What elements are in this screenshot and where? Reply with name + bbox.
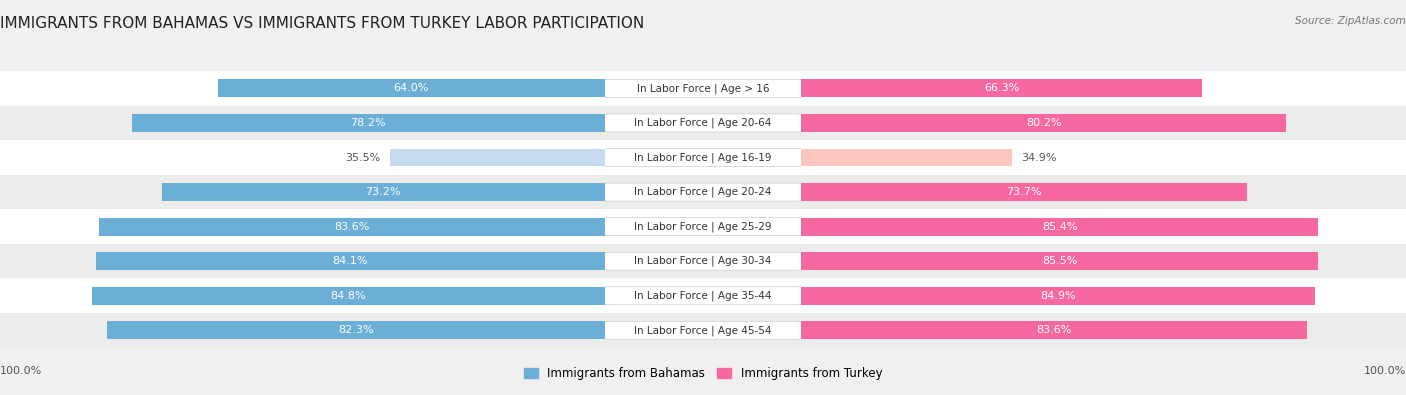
Bar <box>389 149 605 167</box>
Bar <box>801 71 1406 106</box>
Bar <box>801 114 1286 132</box>
Text: 66.3%: 66.3% <box>984 83 1019 93</box>
FancyBboxPatch shape <box>600 79 806 97</box>
Bar <box>801 140 1406 175</box>
Bar <box>801 322 1306 339</box>
Text: In Labor Force | Age 16-19: In Labor Force | Age 16-19 <box>634 152 772 163</box>
Text: 83.6%: 83.6% <box>1036 325 1071 335</box>
Text: 100.0%: 100.0% <box>0 366 42 376</box>
Bar <box>801 79 1202 97</box>
Text: In Labor Force | Age 20-64: In Labor Force | Age 20-64 <box>634 118 772 128</box>
Text: 84.1%: 84.1% <box>333 256 368 266</box>
Bar <box>218 79 605 97</box>
Bar <box>100 218 605 235</box>
Bar <box>91 287 605 305</box>
Bar <box>605 106 801 140</box>
Bar <box>107 322 605 339</box>
Text: 73.2%: 73.2% <box>366 187 401 197</box>
Text: 82.3%: 82.3% <box>337 325 374 335</box>
Bar <box>0 209 605 244</box>
Bar <box>801 183 1247 201</box>
Text: 83.6%: 83.6% <box>335 222 370 231</box>
Bar <box>605 313 801 348</box>
FancyBboxPatch shape <box>600 252 806 270</box>
Bar <box>0 175 605 209</box>
Bar <box>605 244 801 278</box>
Bar <box>0 244 605 278</box>
Bar <box>605 140 801 175</box>
Text: 84.8%: 84.8% <box>330 291 366 301</box>
Bar <box>605 278 801 313</box>
Bar <box>801 287 1315 305</box>
Text: 100.0%: 100.0% <box>1364 366 1406 376</box>
Legend: Immigrants from Bahamas, Immigrants from Turkey: Immigrants from Bahamas, Immigrants from… <box>519 363 887 385</box>
Bar <box>0 71 605 106</box>
Bar <box>801 252 1319 270</box>
Bar <box>162 183 605 201</box>
Text: 85.4%: 85.4% <box>1042 222 1077 231</box>
Bar <box>801 218 1317 235</box>
Text: In Labor Force | Age > 16: In Labor Force | Age > 16 <box>637 83 769 94</box>
Bar <box>801 244 1406 278</box>
Bar <box>0 106 605 140</box>
Bar <box>96 252 605 270</box>
Bar <box>801 106 1406 140</box>
Bar <box>605 209 801 244</box>
Text: In Labor Force | Age 25-29: In Labor Force | Age 25-29 <box>634 221 772 232</box>
Text: IMMIGRANTS FROM BAHAMAS VS IMMIGRANTS FROM TURKEY LABOR PARTICIPATION: IMMIGRANTS FROM BAHAMAS VS IMMIGRANTS FR… <box>0 16 644 31</box>
Text: 35.5%: 35.5% <box>346 152 381 162</box>
Text: 64.0%: 64.0% <box>394 83 429 93</box>
Text: Source: ZipAtlas.com: Source: ZipAtlas.com <box>1295 16 1406 26</box>
Bar <box>801 313 1406 348</box>
Bar <box>801 149 1012 167</box>
Text: 85.5%: 85.5% <box>1042 256 1077 266</box>
Bar <box>605 175 801 209</box>
Text: In Labor Force | Age 20-24: In Labor Force | Age 20-24 <box>634 187 772 198</box>
Bar <box>132 114 605 132</box>
Text: 80.2%: 80.2% <box>1026 118 1062 128</box>
Bar <box>0 278 605 313</box>
Text: 73.7%: 73.7% <box>1007 187 1042 197</box>
Text: In Labor Force | Age 45-54: In Labor Force | Age 45-54 <box>634 325 772 336</box>
FancyBboxPatch shape <box>600 183 806 201</box>
Text: 34.9%: 34.9% <box>1022 152 1057 162</box>
Text: In Labor Force | Age 30-34: In Labor Force | Age 30-34 <box>634 256 772 267</box>
Bar <box>801 209 1406 244</box>
FancyBboxPatch shape <box>600 287 806 305</box>
Bar <box>605 71 801 106</box>
FancyBboxPatch shape <box>600 322 806 339</box>
Text: In Labor Force | Age 35-44: In Labor Force | Age 35-44 <box>634 290 772 301</box>
Bar <box>0 313 605 348</box>
FancyBboxPatch shape <box>600 218 806 235</box>
FancyBboxPatch shape <box>600 149 806 167</box>
Bar <box>0 140 605 175</box>
FancyBboxPatch shape <box>600 114 806 132</box>
Bar <box>801 175 1406 209</box>
Bar <box>801 278 1406 313</box>
Text: 84.9%: 84.9% <box>1040 291 1076 301</box>
Text: 78.2%: 78.2% <box>350 118 387 128</box>
